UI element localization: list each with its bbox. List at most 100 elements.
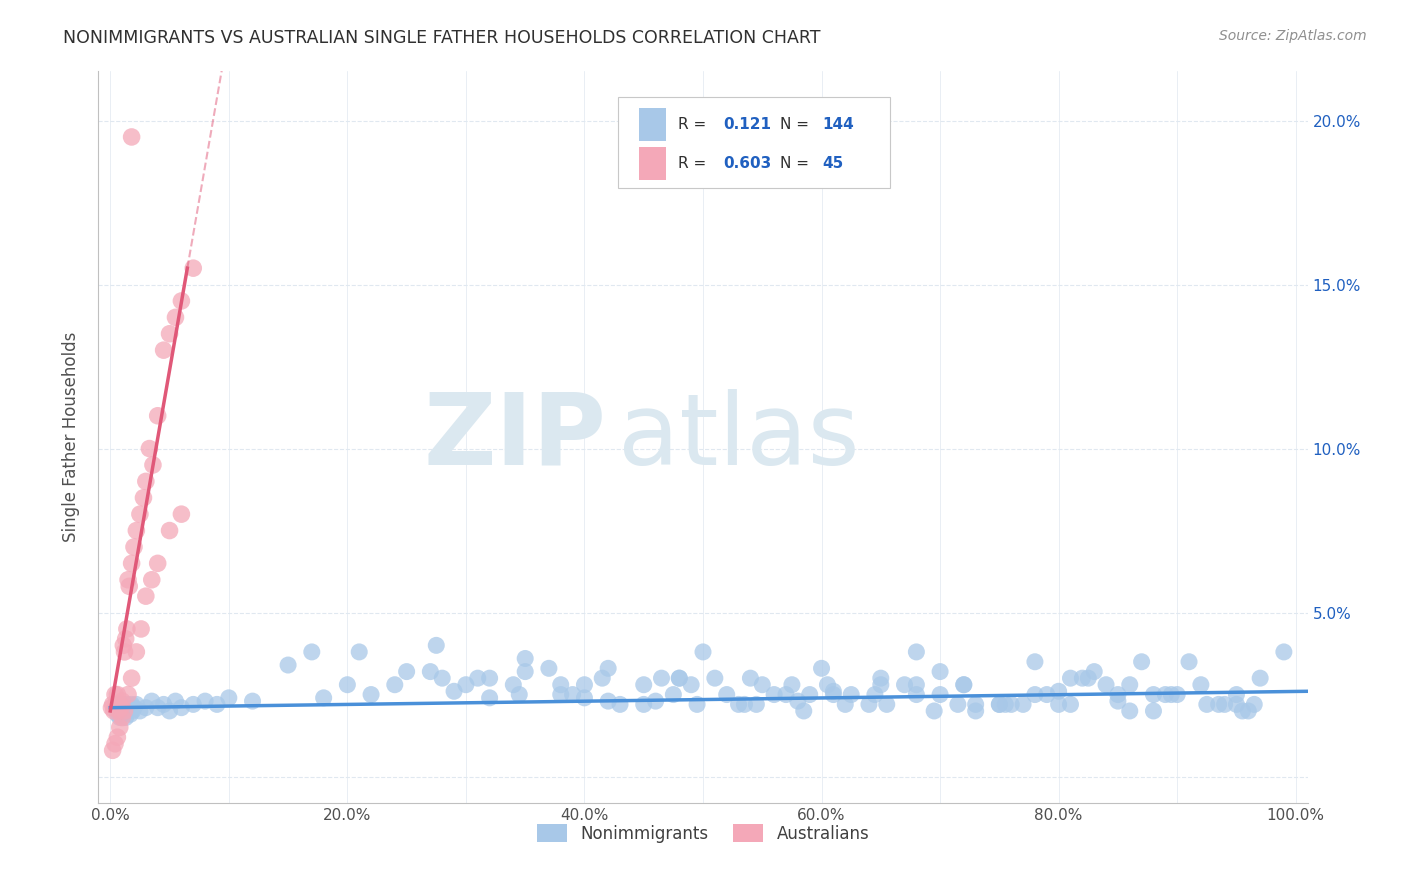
Point [1083,665,1105,679]
Point [105,707,128,722]
Point [347,645,370,659]
Point [686,698,709,712]
Point [644,694,666,708]
Point [823,688,845,702]
Point [181,261,204,276]
Point [716,688,738,702]
Point [1195,698,1218,712]
Point [395,665,418,679]
Point [668,671,690,685]
Point [170,293,193,308]
Point [823,684,845,698]
Point [104,688,127,702]
Point [1249,671,1271,685]
Point [118,700,141,714]
Point [218,690,240,705]
Point [929,665,952,679]
FancyBboxPatch shape [619,97,890,188]
Point [905,645,928,659]
Point [946,698,969,712]
Point [107,704,129,718]
Point [1059,671,1081,685]
Point [336,678,359,692]
Point [965,698,987,712]
Point [100,700,122,714]
Point [1059,698,1081,712]
Point [574,690,596,705]
Text: 0.121: 0.121 [724,117,772,132]
Point [994,698,1017,712]
Point [114,632,136,646]
Text: 144: 144 [823,117,855,132]
Point [467,671,489,685]
Point [135,700,157,714]
Text: NONIMMIGRANTS VS AUSTRALIAN SINGLE FATHER HOUSEHOLDS CORRELATION CHART: NONIMMIGRANTS VS AUSTRALIAN SINGLE FATHE… [63,29,821,46]
Point [111,694,134,708]
Point [633,678,655,692]
Text: 0.603: 0.603 [724,156,772,171]
Point [146,409,169,423]
Point [107,704,129,718]
Point [965,704,987,718]
Point [112,707,135,722]
Point [863,688,886,702]
Point [242,694,264,708]
Point [515,651,537,665]
Point [763,688,786,702]
Text: N =: N = [780,156,814,171]
Point [817,678,839,692]
Point [952,678,974,692]
Point [1160,688,1182,702]
Point [129,507,152,521]
Point [141,694,163,708]
Point [869,671,891,685]
Point [1024,655,1046,669]
Point [1225,698,1247,712]
Point [478,690,501,705]
Point [277,658,299,673]
Point [810,661,832,675]
Point [1142,704,1164,718]
Text: R =: R = [678,156,710,171]
Point [454,678,477,692]
Point [111,710,134,724]
Point [101,698,124,712]
Point [419,665,441,679]
Point [786,694,808,708]
Point [104,737,127,751]
Point [1047,684,1070,698]
Point [869,678,891,692]
Point [118,579,141,593]
Point [893,678,915,692]
Point [129,704,152,718]
Point [905,678,928,692]
Point [108,698,131,712]
Point [502,678,524,692]
Point [650,671,672,685]
Point [194,694,217,708]
Point [598,661,620,675]
Point [1000,698,1022,712]
Point [105,700,128,714]
Point [110,698,132,712]
Point [952,678,974,692]
Legend: Nonimmigrants, Australians: Nonimmigrants, Australians [530,818,876,849]
Point [1047,698,1070,712]
Point [550,678,572,692]
Point [121,671,143,685]
Point [181,698,204,712]
Point [1071,671,1094,685]
Point [125,524,148,538]
Point [1107,694,1129,708]
Point [740,671,762,685]
Point [745,698,768,712]
Point [114,704,136,718]
Point [858,698,880,712]
Point [1095,678,1118,692]
Point [1036,688,1059,702]
Point [138,442,160,456]
Point [1225,688,1247,702]
Point [668,671,690,685]
Point [108,720,131,734]
Point [561,688,583,702]
